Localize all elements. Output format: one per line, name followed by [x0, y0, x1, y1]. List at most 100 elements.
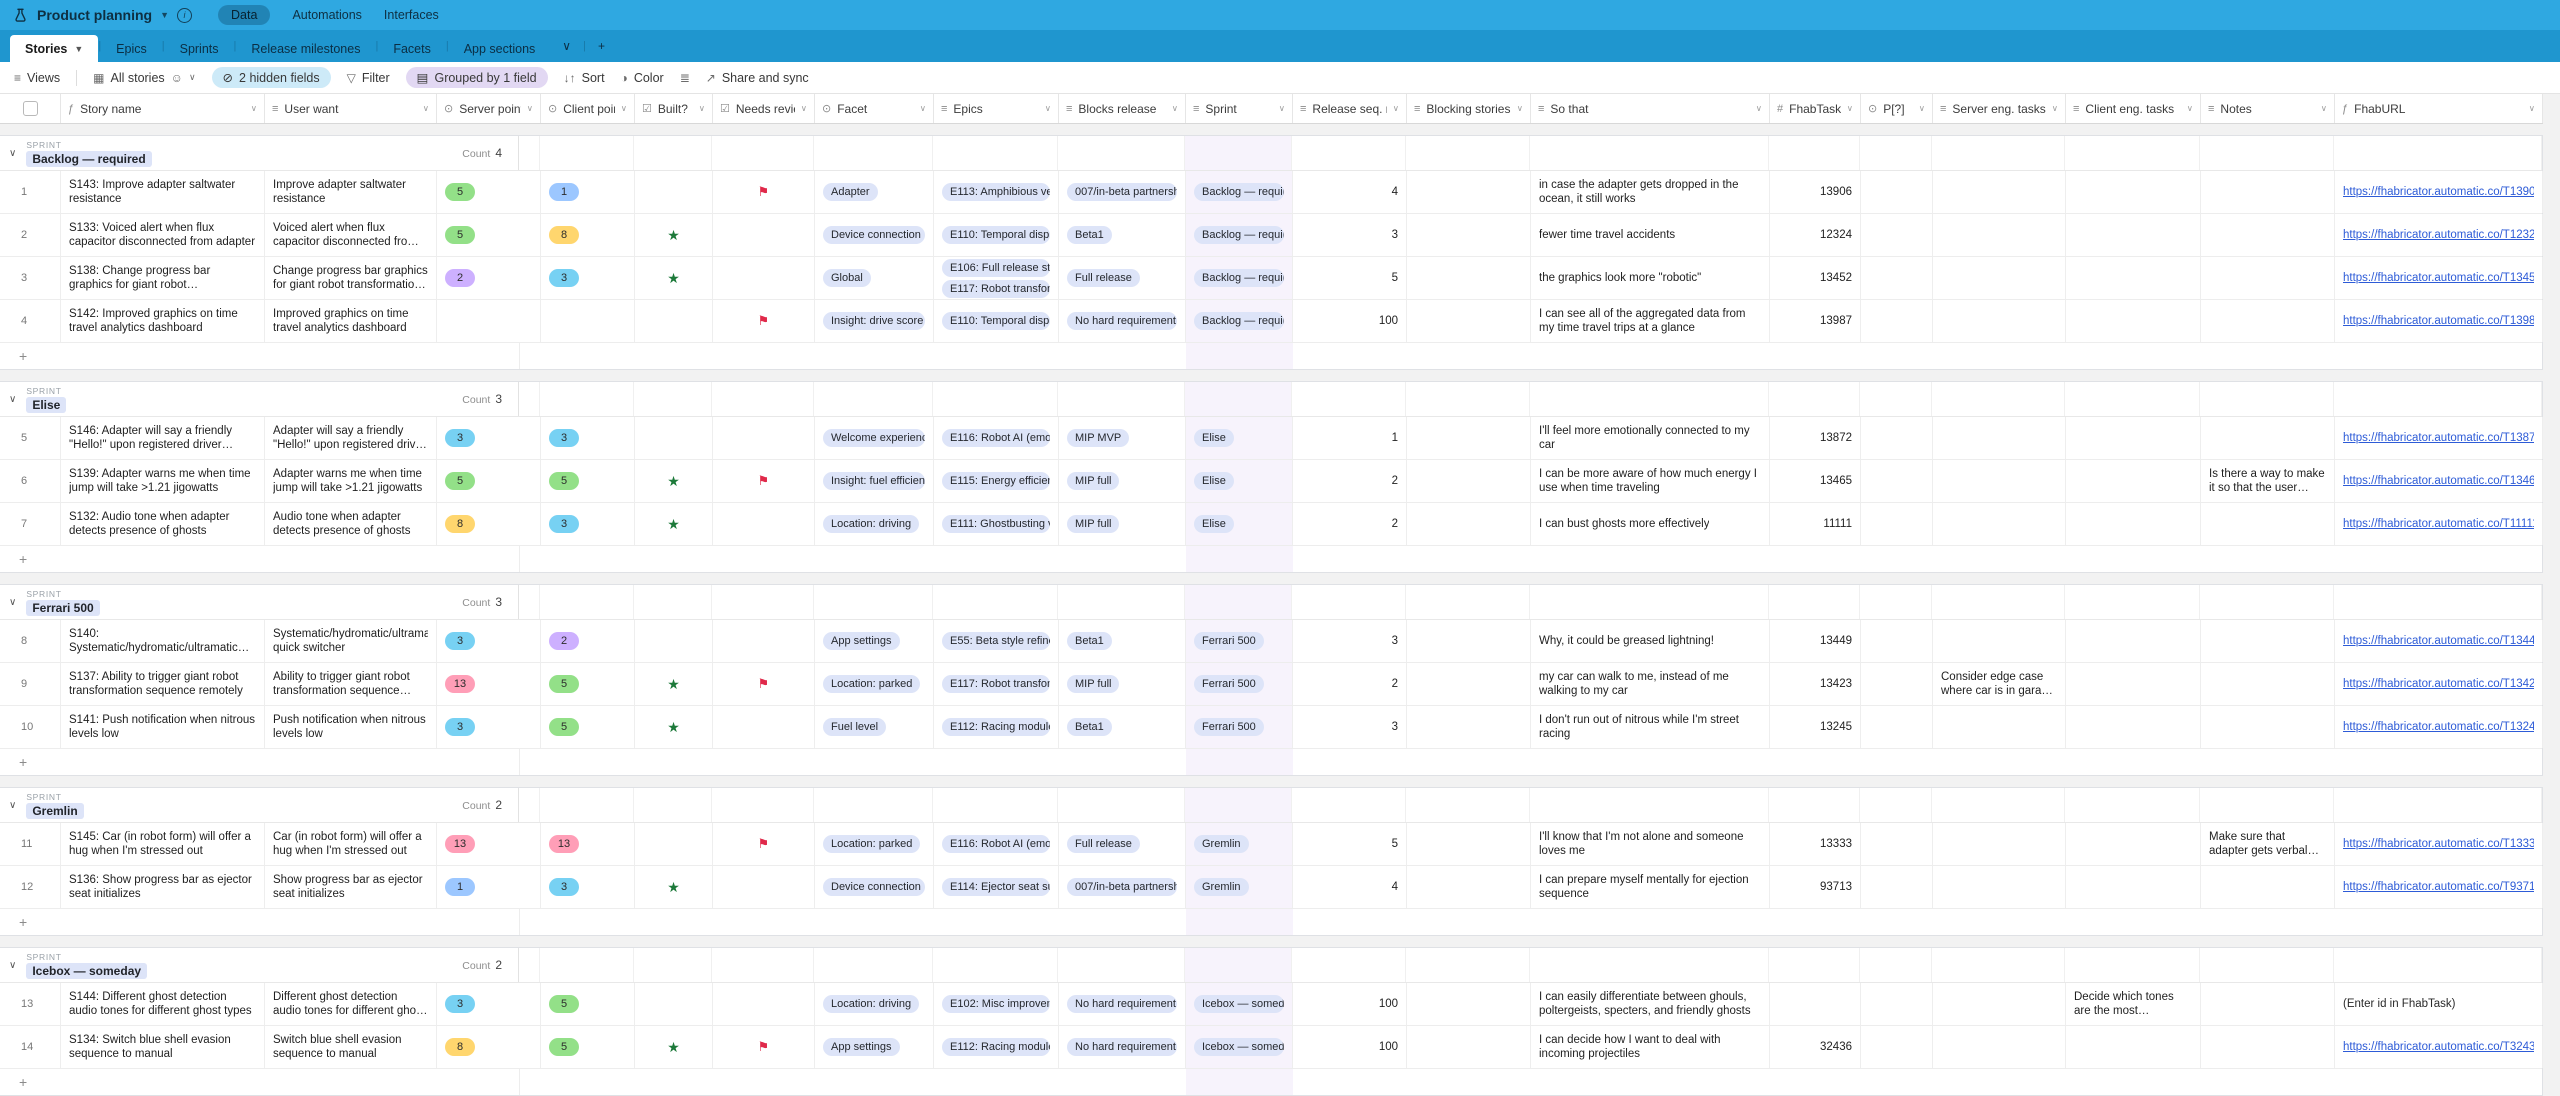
cell-fhabtask[interactable]: 13449: [1770, 620, 1861, 662]
cell-blocks-release[interactable]: Full release: [1059, 257, 1186, 299]
cell-fhaburl[interactable]: https://fhabricator.automatic.co/T13987: [2335, 300, 2543, 342]
cell-sprint[interactable]: Gremlin: [1186, 823, 1293, 865]
cell-blocks-release[interactable]: 007/in-beta partnership: [1059, 866, 1186, 908]
cell-p[interactable]: [1861, 983, 1933, 1025]
cell-user-want[interactable]: Voiced alert when flux capacitor disconn…: [265, 214, 437, 256]
add-record-row[interactable]: +: [0, 546, 2542, 572]
column-header-blocks-release[interactable]: ≡ Blocks release ∨: [1059, 94, 1186, 123]
cell-sprint[interactable]: Icebox — someday: [1186, 983, 1293, 1025]
info-icon[interactable]: i: [177, 7, 193, 23]
tab-sprints[interactable]: Sprints: [179, 42, 219, 56]
cell-client-eng-tasks[interactable]: [2066, 866, 2201, 908]
cell-notes[interactable]: [2201, 300, 2335, 342]
cell-sprint[interactable]: Ferrari 500: [1186, 706, 1293, 748]
cell-client-eng-tasks[interactable]: [2066, 171, 2201, 213]
cell-client-eng-tasks[interactable]: [2066, 417, 2201, 459]
tab-app-sections[interactable]: App sections: [463, 42, 536, 56]
cell-facet[interactable]: Location: driving: [815, 503, 934, 545]
cell-server-eng-tasks[interactable]: [1933, 417, 2066, 459]
cell-story-name[interactable]: S145: Car (in robot form) will offer a h…: [61, 823, 265, 865]
tab-epics[interactable]: Epics: [116, 42, 147, 56]
cell-user-want[interactable]: Adapter will say a friendly "Hello!" upo…: [265, 417, 437, 459]
cell-built[interactable]: ★: [635, 460, 713, 502]
select-all-checkbox[interactable]: [0, 94, 61, 123]
cell-needs-review[interactable]: [713, 257, 815, 299]
cell-user-want[interactable]: Switch blue shell evasion sequence to ma…: [265, 1026, 437, 1068]
fhab-link[interactable]: https://fhabricator.automatic.co/T13449: [2343, 634, 2534, 647]
cell-facet[interactable]: Global: [815, 257, 934, 299]
cell-fhaburl[interactable]: https://fhabricator.automatic.co/T32436: [2335, 1026, 2543, 1068]
cell-server-points[interactable]: 13: [437, 663, 541, 705]
cell-client-points[interactable]: 3: [541, 417, 635, 459]
cell-blocks-release[interactable]: MIP full: [1059, 503, 1186, 545]
cell-needs-review[interactable]: [713, 706, 815, 748]
cell-p[interactable]: [1861, 866, 1933, 908]
add-row-button[interactable]: +: [0, 749, 520, 775]
cell-blocking-stories[interactable]: [1407, 823, 1531, 865]
column-header-fhaburl[interactable]: ƒ FhabURL ∨: [2335, 94, 2543, 123]
column-chevron-icon[interactable]: ∨: [2528, 103, 2535, 113]
cell-server-points[interactable]: 3: [437, 417, 541, 459]
color-button[interactable]: ◑ Color: [620, 70, 664, 85]
cell-built[interactable]: ★: [635, 663, 713, 705]
cell-fhaburl[interactable]: https://fhabricator.automatic.co/T11111: [2335, 503, 2543, 545]
cell-fhabtask[interactable]: 93713: [1770, 866, 1861, 908]
cell-server-points[interactable]: 5: [437, 214, 541, 256]
cell-server-eng-tasks[interactable]: [1933, 620, 2066, 662]
cell-client-points[interactable]: 3: [541, 866, 635, 908]
cell-client-points[interactable]: 13: [541, 823, 635, 865]
cell-server-points[interactable]: 13: [437, 823, 541, 865]
add-record-row[interactable]: +: [0, 909, 2542, 935]
cell-story-name[interactable]: S141: Push notification when nitrous lev…: [61, 706, 265, 748]
cell-built[interactable]: [635, 620, 713, 662]
column-chevron-icon[interactable]: ∨: [2051, 103, 2058, 113]
cell-built[interactable]: ★: [635, 706, 713, 748]
cell-so-that[interactable]: I can bust ghosts more effectively: [1531, 503, 1770, 545]
views-button[interactable]: ≡ Views: [14, 70, 61, 85]
cell-facet[interactable]: Location: parked: [815, 823, 934, 865]
cell-user-want[interactable]: Improved graphics on time travel analyti…: [265, 300, 437, 342]
column-chevron-icon[interactable]: ∨: [800, 103, 807, 113]
row-number[interactable]: 10: [0, 706, 61, 748]
cell-client-points[interactable]: 5: [541, 460, 635, 502]
cell-notes[interactable]: [2201, 866, 2335, 908]
cell-blocking-stories[interactable]: [1407, 214, 1531, 256]
cell-facet[interactable]: Location: driving: [815, 983, 934, 1025]
cell-p[interactable]: [1861, 460, 1933, 502]
cell-user-want[interactable]: Car (in robot form) will offer a hug whe…: [265, 823, 437, 865]
cell-fhaburl[interactable]: https://fhabricator.automatic.co/T13465: [2335, 460, 2543, 502]
group-collapse-icon[interactable]: ∨: [9, 147, 17, 159]
cell-sprint[interactable]: Elise: [1186, 417, 1293, 459]
checkbox-blank-icon[interactable]: [22, 101, 38, 116]
cell-user-want[interactable]: Ability to trigger giant robot transform…: [265, 663, 437, 705]
cell-user-want[interactable]: Show progress bar as ejector seat initia…: [265, 866, 437, 908]
row-number[interactable]: 14: [0, 1026, 61, 1068]
cell-client-points[interactable]: 1: [541, 171, 635, 213]
cell-story-name[interactable]: S133: Voiced alert when flux capacitor d…: [61, 214, 265, 256]
cell-story-name[interactable]: S140: Systematic/hydromatic/ultramatic q…: [61, 620, 265, 662]
cell-story-name[interactable]: S142: Improved graphics on time travel a…: [61, 300, 265, 342]
cell-blocking-stories[interactable]: [1407, 171, 1531, 213]
column-chevron-icon[interactable]: ∨: [1516, 103, 1523, 113]
cell-notes[interactable]: [2201, 706, 2335, 748]
cell-blocks-release[interactable]: Full release: [1059, 823, 1186, 865]
cell-epics[interactable]: E115: Energy efficient tem: [934, 460, 1059, 502]
cell-sprint[interactable]: Backlog — required: [1186, 214, 1293, 256]
cell-client-eng-tasks[interactable]: [2066, 620, 2201, 662]
tab-stories[interactable]: Stories ▼: [10, 35, 99, 62]
cell-built[interactable]: [635, 823, 713, 865]
cell-facet[interactable]: Insight: fuel efficiency: [815, 460, 934, 502]
grouped-pill[interactable]: ▤ Grouped by 1 field: [405, 67, 548, 88]
cell-notes[interactable]: [2201, 257, 2335, 299]
column-header-story-name[interactable]: ƒ Story name ∨: [61, 94, 265, 123]
cell-fhaburl[interactable]: (Enter id in FhabTask): [2335, 983, 2543, 1025]
cell-so-that[interactable]: the graphics look more "robotic": [1531, 257, 1770, 299]
cell-built[interactable]: ★: [635, 257, 713, 299]
tab-stories-chevron-icon[interactable]: ▼: [74, 43, 84, 54]
cell-so-that[interactable]: I can be more aware of how much energy I…: [1531, 460, 1770, 502]
cell-blocking-stories[interactable]: [1407, 300, 1531, 342]
cell-epics[interactable]: E112: Racing module v1: [934, 1026, 1059, 1068]
cell-needs-review[interactable]: [713, 866, 815, 908]
cell-epics[interactable]: E110: Temporal displacem: [934, 300, 1059, 342]
cell-p[interactable]: [1861, 257, 1933, 299]
